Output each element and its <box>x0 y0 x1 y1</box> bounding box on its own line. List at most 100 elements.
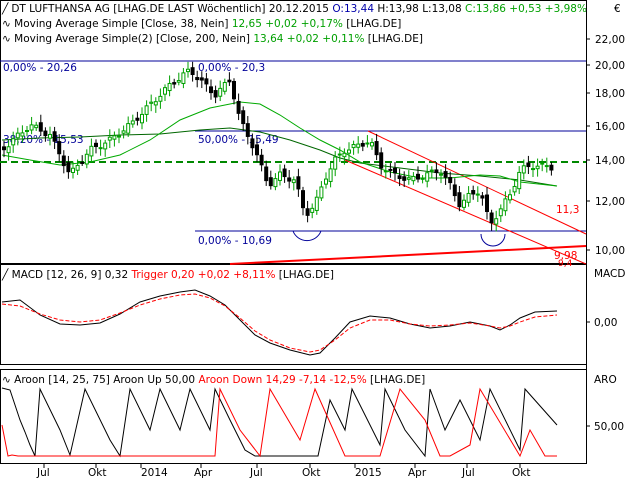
candle-body <box>190 67 195 76</box>
time-label: Apr <box>408 467 427 479</box>
candle-body <box>347 149 351 154</box>
candle-body <box>282 168 287 178</box>
candle-body <box>471 190 476 195</box>
macd-legend[interactable]: ╱ MACD [12, 26, 9] 0,32 Trigger 0,20 +0,… <box>2 269 334 281</box>
candle-body <box>452 184 457 197</box>
candle-body <box>503 198 508 212</box>
candle-body <box>144 105 149 115</box>
candle-body <box>259 154 264 166</box>
ma2-legend[interactable]: ∿ Moving Average Simple(2) [Close, 200, … <box>2 33 423 45</box>
channel-lower-line[interactable] <box>344 159 587 265</box>
currency-label: € <box>614 3 621 15</box>
candle-body <box>130 120 135 125</box>
channel-label: 11,3 <box>556 204 579 216</box>
ma38-line[interactable] <box>1 101 558 187</box>
fib-label: 0,00% - 20,26 <box>3 62 77 74</box>
candle-body <box>25 129 29 132</box>
aroon-down: Aroon Down 14,29 -7,14 -12,5% <box>198 374 367 386</box>
ma-icon: ∿ <box>2 18 11 30</box>
candle-body <box>121 130 126 134</box>
candle-body <box>291 179 296 184</box>
price-candles[interactable] <box>2 61 554 232</box>
candle-body <box>153 101 158 106</box>
candle-body <box>52 131 57 142</box>
candle-body <box>512 185 517 193</box>
candle-body <box>526 162 531 168</box>
candle-body <box>333 156 338 170</box>
candle-body <box>209 86 213 94</box>
candle-body <box>365 142 370 145</box>
candle-body <box>232 80 236 100</box>
candle-body <box>15 132 20 139</box>
ohlc-close: C:13,86 +0,53 +3,98% <box>465 3 587 15</box>
macd-trigger: Trigger 0,20 +0,02 +8,11% <box>131 269 276 281</box>
candle-body <box>135 117 140 121</box>
channel-upper-line[interactable] <box>367 130 587 235</box>
candle-body <box>448 176 453 184</box>
candle-body <box>531 168 535 171</box>
price-tick: 10,00 <box>595 245 625 257</box>
candle-body <box>549 164 554 171</box>
candle-body <box>241 110 246 125</box>
macd-line[interactable] <box>1 289 558 356</box>
expand-icon[interactable]: ╱ <box>2 3 9 15</box>
macd-trigger-line[interactable] <box>1 293 558 353</box>
candle-body <box>535 165 540 170</box>
candle-body <box>328 168 333 182</box>
candle-body <box>374 141 379 156</box>
ohlc-high: H:13,98 <box>377 3 419 15</box>
ma200-line[interactable] <box>1 127 558 187</box>
candle-body <box>43 130 48 137</box>
candle-body <box>273 178 278 188</box>
candle-body <box>540 162 545 165</box>
candle-body <box>517 171 522 190</box>
channel-label: 9,98 <box>554 250 577 262</box>
ma2-symbol: [LHAG.DE] <box>367 33 423 45</box>
candle-body <box>480 195 485 199</box>
price-tick: 18,00 <box>595 88 625 100</box>
aroon-symbol: [LHAG.DE] <box>370 374 426 386</box>
candle-body <box>2 146 6 151</box>
trend-line-red[interactable] <box>229 245 587 265</box>
candle-body <box>425 172 430 182</box>
time-label: Apr <box>194 467 213 479</box>
candle-body <box>255 144 259 156</box>
candle-body <box>34 124 39 129</box>
channel-label: 9,4 <box>558 259 573 269</box>
ma1-legend[interactable]: ∿ Moving Average Simple [Close, 38, Nein… <box>2 18 401 30</box>
candle-body <box>218 87 223 97</box>
ma-icon: ∿ <box>2 33 11 45</box>
candle-body <box>264 166 269 182</box>
aroon-up-line[interactable] <box>1 387 558 458</box>
aroon-legend[interactable]: ∿ Aroon [14, 25, 75] Aroon Up 50,00 Aroo… <box>2 374 425 386</box>
candle-body <box>84 153 89 165</box>
candle-body <box>236 100 241 114</box>
candle-body <box>245 123 250 137</box>
candle-body <box>11 138 16 146</box>
candle-body <box>439 173 443 176</box>
candle-body <box>112 135 117 140</box>
aroon-down-line[interactable] <box>1 387 557 458</box>
fib-label: 0,00% - 10,69 <box>198 235 272 247</box>
candle-body <box>337 153 342 156</box>
candle-body <box>521 165 526 174</box>
candle-body <box>420 177 425 180</box>
price-panel-border <box>0 0 587 264</box>
candle-body <box>140 113 144 124</box>
candle-body <box>397 175 402 180</box>
candle-body <box>98 147 103 150</box>
candle-body <box>80 161 85 164</box>
aroon-axis-name: ARO <box>594 374 617 386</box>
candle-body <box>250 138 255 149</box>
fib-label: 50,00% - 15,49 <box>198 134 279 146</box>
time-label: Okt <box>302 467 321 479</box>
symbol-line: DT LUFTHANSA AG [LHAG.DE LAST Wöchentlic… <box>11 3 329 15</box>
candle-body <box>310 207 315 213</box>
macd-axis-name: MACD <box>594 268 625 280</box>
symbol-header: ╱ DT LUFTHANSA AG [LHAG.DE LAST Wöchentl… <box>2 3 587 15</box>
ma2-label: Moving Average Simple(2) [Close, 200, Ne… <box>14 33 251 45</box>
candle-body <box>48 133 52 139</box>
candle-body <box>20 132 25 137</box>
